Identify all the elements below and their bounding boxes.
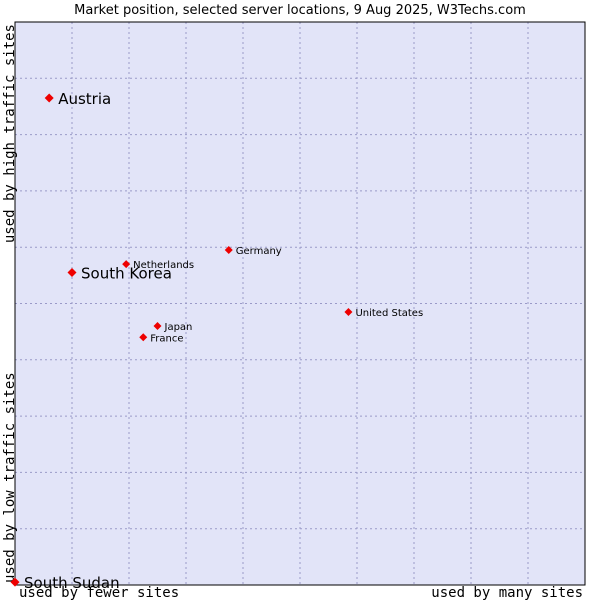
point-marker [67, 268, 77, 278]
point-label: South Korea [81, 265, 172, 283]
point-label: Austria [58, 90, 111, 108]
y-axis-label-low: used by low traffic sites [2, 372, 18, 583]
point-united-states: United States [344, 307, 423, 319]
grid-lines [15, 22, 585, 585]
point-marker [224, 246, 233, 255]
point-marker [153, 322, 162, 331]
x-axis-label-low: used by fewer sites [19, 585, 179, 600]
point-label: Germany [236, 246, 282, 257]
point-south-sudan: South Sudan [10, 574, 120, 592]
x-axis-label-high: used by many sites [431, 585, 583, 600]
point-france: France [139, 333, 184, 344]
point-label: South Sudan [24, 574, 120, 592]
y-axis-label-high: used by high traffic sites [2, 24, 18, 243]
point-austria: Austria [44, 90, 111, 108]
point-marker [344, 307, 353, 316]
point-label: France [150, 333, 183, 344]
point-marker [44, 93, 54, 103]
point-label: Japan [164, 322, 193, 333]
point-germany: Germany [224, 246, 282, 257]
point-south-korea: South Korea [67, 265, 172, 283]
chart-title: Market position, selected server locatio… [74, 3, 526, 18]
point-marker [10, 577, 20, 587]
point-marker [122, 260, 131, 269]
point-netherlands: Netherlands [122, 260, 194, 271]
point-japan: Japan [153, 322, 193, 333]
point-marker [139, 333, 148, 342]
point-label: Netherlands [133, 260, 194, 271]
plot-border [14, 21, 586, 586]
point-label: United States [355, 308, 423, 319]
